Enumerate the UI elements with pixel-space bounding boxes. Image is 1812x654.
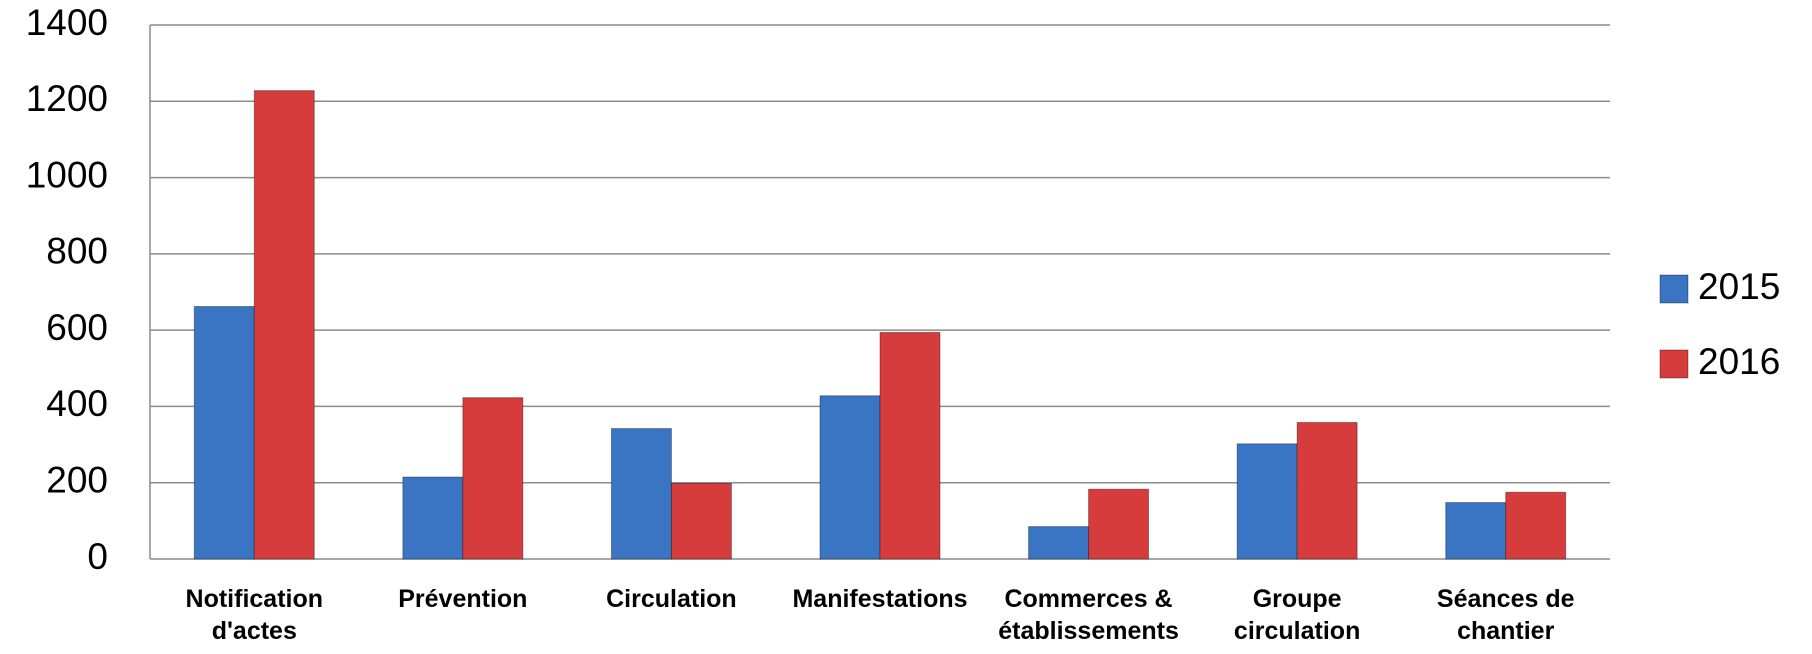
legend-label: 2015 [1698, 266, 1780, 307]
x-tick-label: Notification d'actes [185, 585, 324, 645]
legend-swatch [1659, 349, 1689, 379]
bar [1445, 502, 1507, 560]
y-tick-label: 1200 [26, 78, 108, 119]
x-tick-label: Prévention [398, 585, 528, 613]
y-tick-label: 1000 [26, 154, 108, 195]
y-tick-label: 200 [46, 459, 108, 500]
bar [1088, 488, 1150, 560]
bar [1505, 491, 1567, 560]
bar [819, 395, 881, 560]
y-tick-label: 600 [46, 307, 108, 348]
bar [879, 331, 941, 560]
bar [1028, 526, 1090, 560]
y-tick-label: 0 [87, 536, 108, 577]
bar [462, 397, 524, 560]
bar [1296, 421, 1358, 560]
bar [402, 476, 464, 560]
x-tick-label: Manifestations [792, 585, 968, 613]
legend-label: 2016 [1698, 341, 1780, 382]
bar [670, 482, 732, 560]
x-tick-label: Circulation [606, 585, 737, 613]
x-tick-label: Groupe circulation [1233, 585, 1361, 645]
legend-swatch [1659, 274, 1689, 304]
bar [1236, 443, 1298, 560]
x-tick-label: Commerces & établissements [998, 585, 1179, 645]
y-tick-label: 400 [46, 383, 108, 424]
x-tick-label: Séances de chantier [1436, 585, 1575, 645]
bar [610, 428, 672, 560]
bar [253, 90, 315, 560]
bar [193, 305, 255, 560]
y-tick-label: 1400 [26, 2, 108, 43]
y-tick-label: 800 [46, 231, 108, 272]
